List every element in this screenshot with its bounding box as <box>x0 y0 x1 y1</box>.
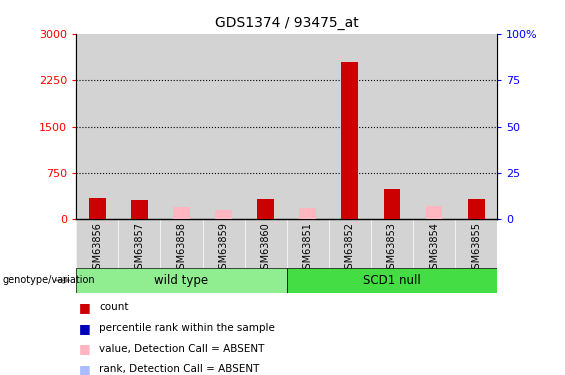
Bar <box>413 219 455 268</box>
Text: GSM63857: GSM63857 <box>134 222 145 275</box>
Point <box>303 176 312 181</box>
Bar <box>160 219 202 268</box>
Text: GSM63852: GSM63852 <box>345 222 355 275</box>
Text: GSM63858: GSM63858 <box>176 222 186 274</box>
Point <box>429 168 438 174</box>
Bar <box>131 200 148 219</box>
Bar <box>287 219 329 268</box>
Bar <box>89 198 106 219</box>
Bar <box>299 208 316 219</box>
Bar <box>245 219 287 268</box>
Text: ■: ■ <box>79 342 91 355</box>
Bar <box>257 199 274 219</box>
Point <box>303 174 312 180</box>
Bar <box>202 219 245 268</box>
Text: rank, Detection Call = ABSENT: rank, Detection Call = ABSENT <box>99 364 259 374</box>
Bar <box>329 34 371 219</box>
Bar <box>287 34 329 219</box>
Text: SCD1 null: SCD1 null <box>363 274 421 287</box>
Bar <box>119 219 160 268</box>
FancyBboxPatch shape <box>76 268 287 292</box>
Bar <box>245 34 287 219</box>
FancyBboxPatch shape <box>287 268 497 292</box>
Bar <box>468 199 485 219</box>
Bar <box>76 219 119 268</box>
Bar <box>371 219 413 268</box>
Title: GDS1374 / 93475_at: GDS1374 / 93475_at <box>215 16 359 30</box>
Point <box>388 160 397 166</box>
Text: genotype/variation: genotype/variation <box>3 275 95 285</box>
Text: wild type: wild type <box>154 274 208 287</box>
Text: GSM63859: GSM63859 <box>219 222 229 274</box>
Text: ■: ■ <box>79 363 91 375</box>
Text: GSM63853: GSM63853 <box>387 222 397 274</box>
Bar <box>413 34 455 219</box>
Bar <box>202 34 245 219</box>
Bar <box>425 206 442 219</box>
Bar <box>384 189 401 219</box>
Text: GSM63851: GSM63851 <box>303 222 313 274</box>
Point <box>93 164 102 170</box>
Point <box>345 70 354 76</box>
Text: GSM63860: GSM63860 <box>260 222 271 274</box>
Point <box>219 170 228 176</box>
Point <box>261 168 270 174</box>
Text: value, Detection Call = ABSENT: value, Detection Call = ABSENT <box>99 344 264 354</box>
Point <box>177 181 186 187</box>
Bar <box>215 210 232 219</box>
Bar <box>341 62 358 219</box>
Bar <box>76 34 119 219</box>
Bar <box>455 219 497 268</box>
Bar <box>329 219 371 268</box>
Bar <box>455 34 497 219</box>
Text: percentile rank within the sample: percentile rank within the sample <box>99 323 275 333</box>
Text: ■: ■ <box>79 301 91 314</box>
Bar <box>173 207 190 219</box>
Bar <box>160 34 202 219</box>
Point <box>472 166 481 172</box>
Bar <box>371 34 413 219</box>
Point <box>135 166 144 172</box>
Bar <box>119 34 160 219</box>
Text: GSM63856: GSM63856 <box>92 222 102 274</box>
Text: ■: ■ <box>79 322 91 334</box>
Text: GSM63855: GSM63855 <box>471 222 481 275</box>
Text: GSM63854: GSM63854 <box>429 222 439 274</box>
Point <box>177 183 186 189</box>
Text: count: count <box>99 303 128 312</box>
